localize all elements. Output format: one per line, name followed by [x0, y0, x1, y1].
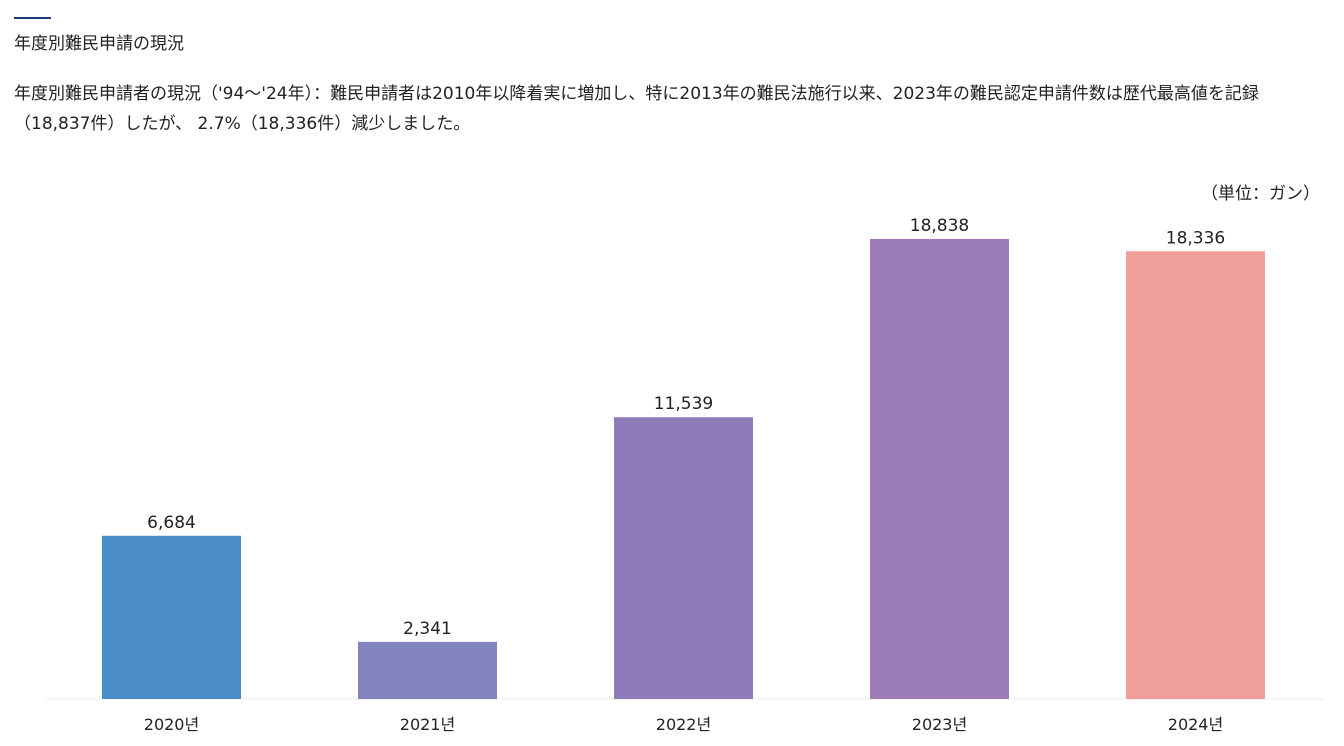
x-tick-label: 2024년 [1168, 715, 1223, 734]
value-label: 6,684 [147, 513, 196, 533]
bar-2022년 [614, 417, 753, 699]
value-label: 18,336 [1166, 228, 1225, 248]
x-tick-label: 2023년 [912, 715, 967, 734]
x-tick-label: 2020년 [144, 715, 199, 734]
bar-2020년 [102, 535, 241, 699]
description-text: 年度別難民申請者の現況（'94～'24年）：難民申請者は2010年以降着実に増加… [14, 84, 1259, 134]
value-label: 2,341 [403, 619, 452, 639]
x-tick-labels-group: 2020년 2021년 2022년 2023년 2024년 [144, 715, 1223, 734]
value-labels-group: 6,684 2,341 11,539 18,838 18,336 [147, 216, 1225, 639]
x-tick-label: 2022년 [656, 715, 711, 734]
bar-2023년 [870, 239, 1009, 699]
unit-label: （単位：ガン） [1201, 184, 1320, 204]
bar-2021년 [358, 641, 497, 699]
section-title: 年度別難民申請の現況 [14, 34, 184, 54]
bar-2024년 [1126, 251, 1265, 699]
x-tick-label: 2021년 [400, 715, 455, 734]
bars-group [102, 239, 1265, 699]
accent-line [14, 17, 51, 19]
value-label: 18,838 [910, 216, 969, 236]
value-label: 11,539 [654, 394, 713, 414]
